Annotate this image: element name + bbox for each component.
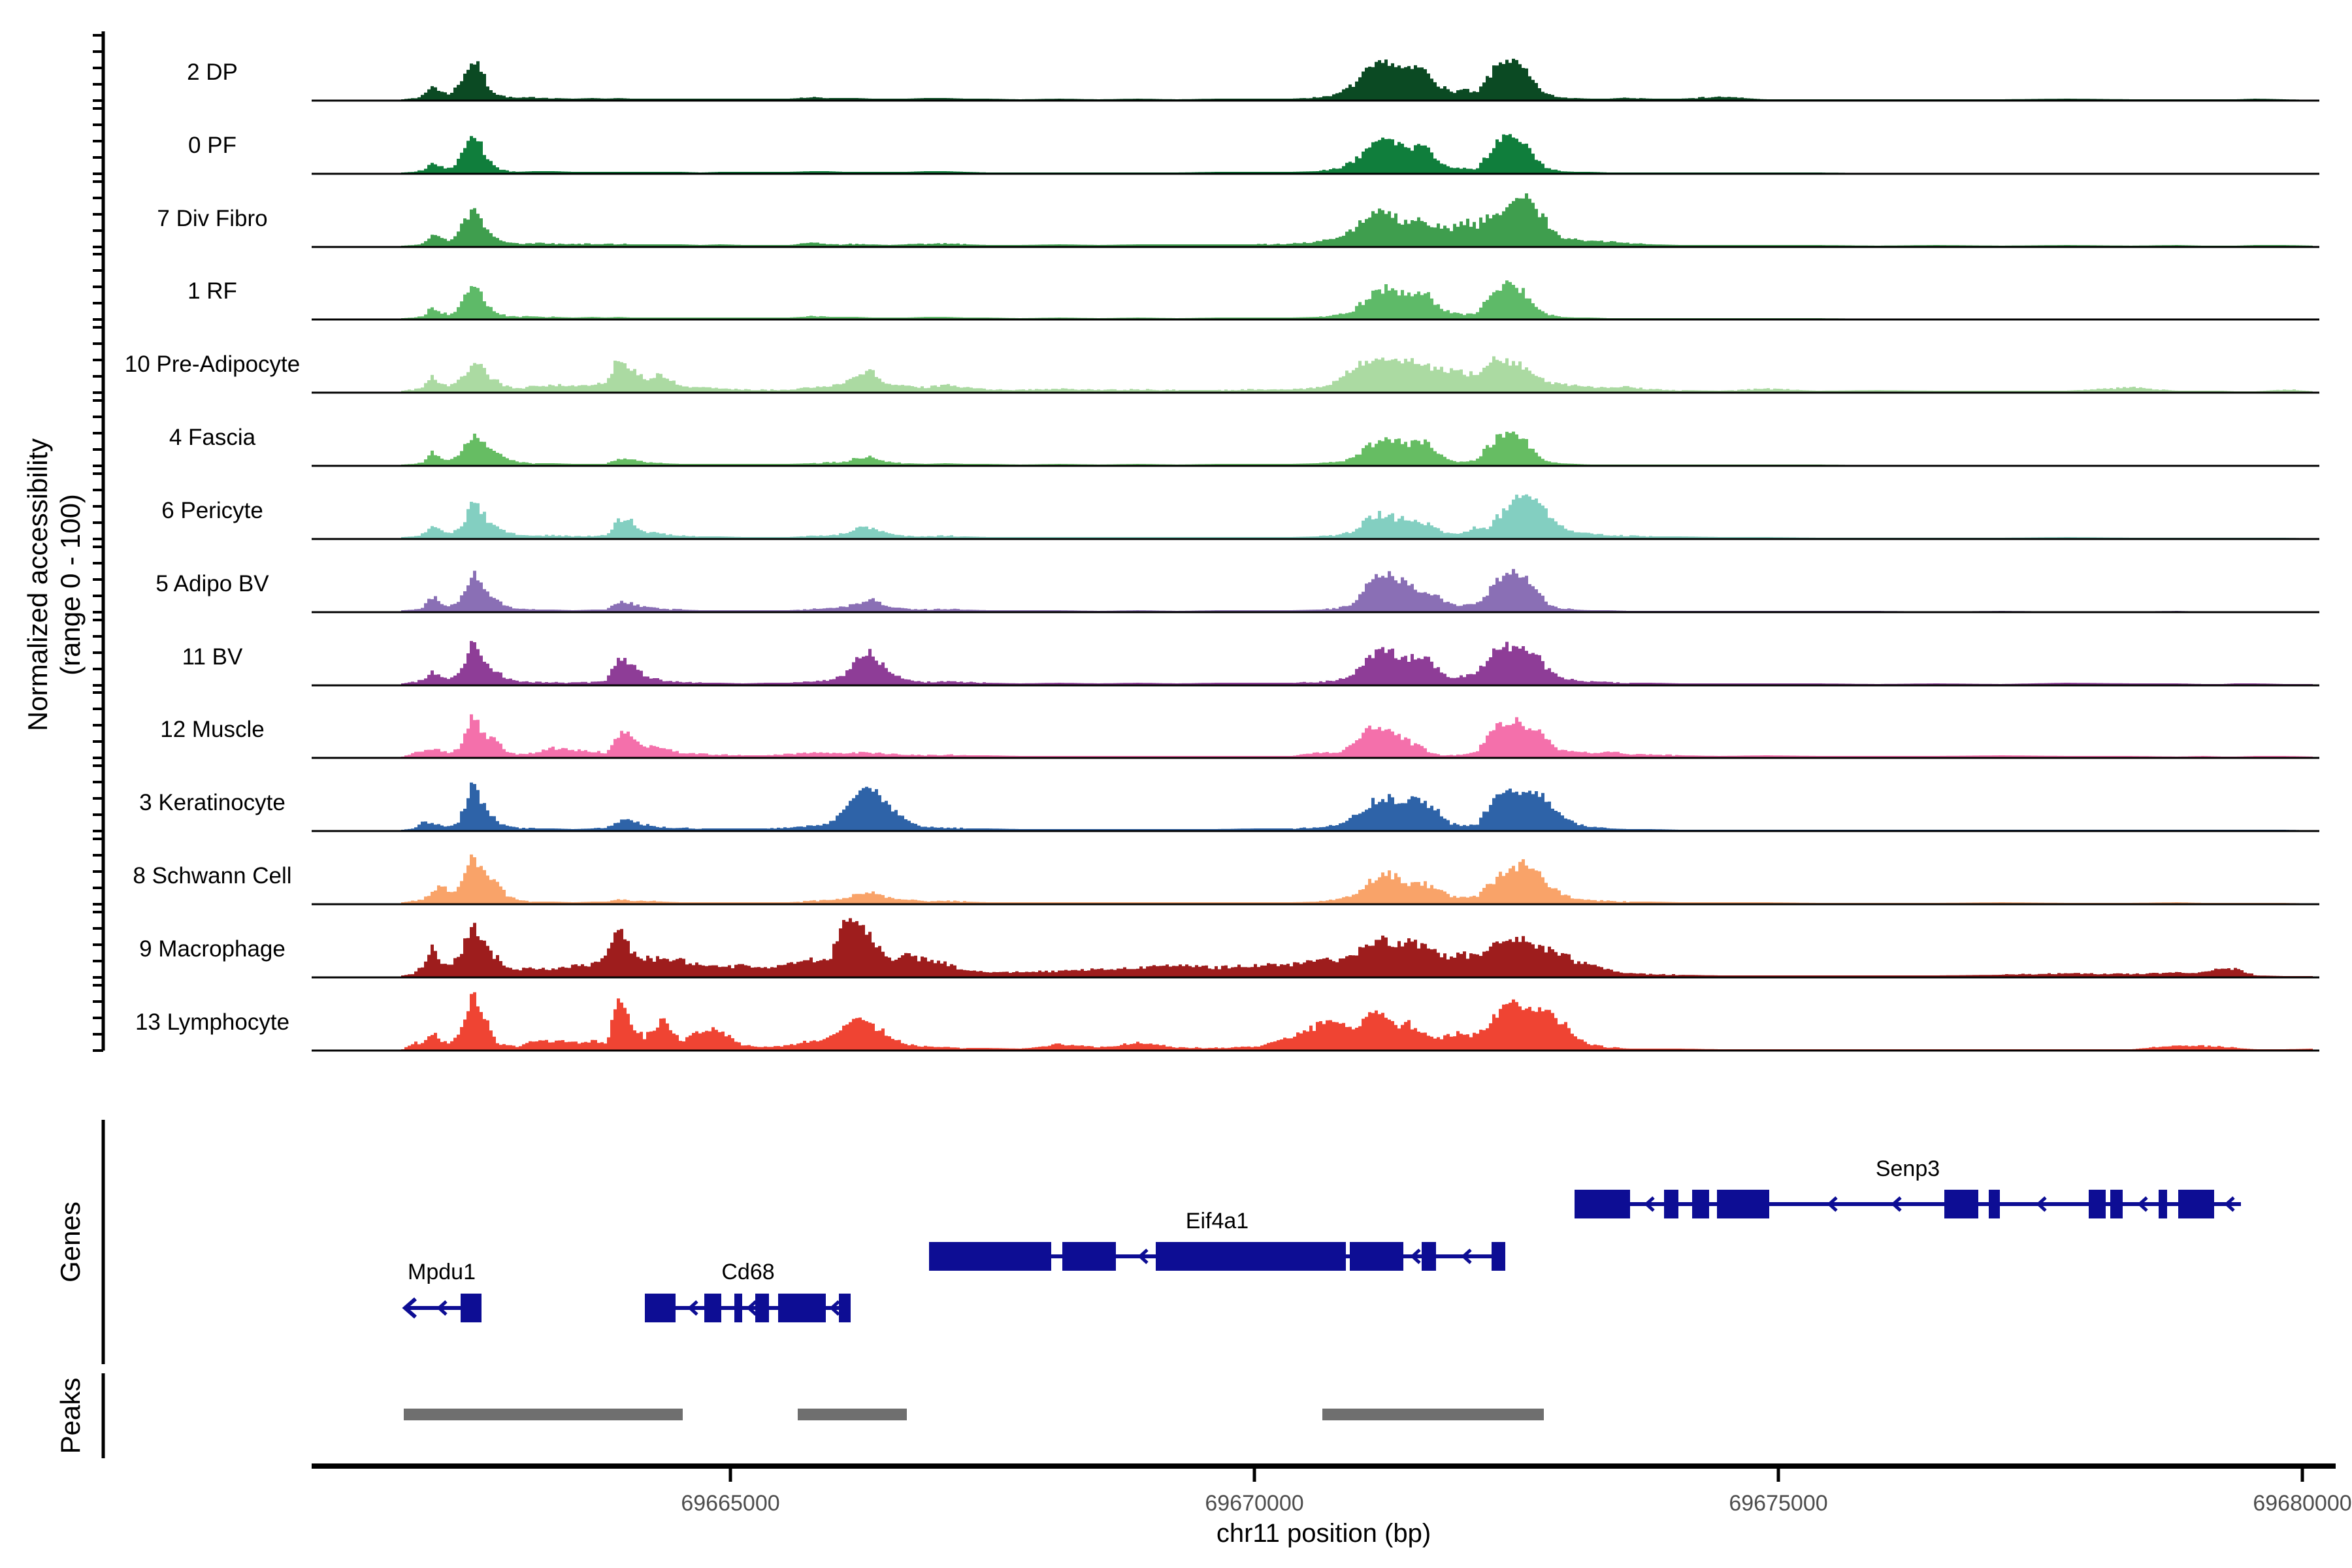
track-label: 1 RF	[188, 278, 237, 304]
gene-exon	[1492, 1242, 1505, 1271]
coverage-track-signal	[401, 641, 2313, 685]
gene-strand-chevron-icon	[2036, 1196, 2047, 1212]
gene-strand-chevron-icon	[1827, 1196, 1838, 1212]
coverage-track-signal	[401, 134, 2313, 174]
coverage-track-signal	[401, 918, 2313, 977]
coverage-track-signal	[401, 58, 2313, 101]
gene-strand-chevron-icon	[746, 1300, 757, 1316]
gene-strand-chevron-icon	[687, 1300, 698, 1316]
coverage-track-signal	[401, 782, 2313, 831]
gene-exon	[704, 1294, 721, 1322]
gene-exon	[1944, 1190, 1978, 1218]
gene-strand-chevron-icon	[2224, 1196, 2235, 1212]
coverage-track-signal	[401, 568, 2313, 612]
gene-exon	[839, 1294, 851, 1322]
gene-exon	[734, 1294, 742, 1322]
peaks-section-label: Peaks	[55, 1378, 86, 1454]
peak-bar	[798, 1409, 907, 1420]
gene-name-label: Mpdu1	[408, 1260, 476, 1284]
gene-strand-chevron-icon	[1644, 1196, 1655, 1212]
track-label: 7 Div Fibro	[157, 206, 267, 231]
gene-exon	[1575, 1190, 1630, 1218]
x-axis-tick-label: 69680000	[2253, 1491, 2351, 1516]
coverage-track-signal	[401, 494, 2313, 539]
peak-bar	[404, 1409, 683, 1420]
gene-exon	[1692, 1190, 1709, 1218]
track-label: 4 Fascia	[169, 425, 256, 450]
gene-name-label: Eif4a1	[1186, 1209, 1249, 1233]
gene-strand-chevron-icon	[829, 1300, 840, 1316]
gene-strand-chevron-icon	[1137, 1249, 1149, 1264]
gene-exon	[929, 1242, 1051, 1271]
gene-exon	[2178, 1190, 2214, 1218]
track-label: 8 Schwann Cell	[133, 863, 291, 889]
track-label: 13 Lymphocyte	[135, 1009, 289, 1035]
coverage-track-signal	[401, 854, 2313, 904]
coverage-track-signal	[401, 992, 2313, 1051]
gene-exon	[1156, 1242, 1346, 1271]
gene-exon	[1062, 1242, 1116, 1271]
x-axis-title: chr11 position (bp)	[1217, 1519, 1431, 1548]
x-axis-tick-label: 69675000	[1729, 1491, 1827, 1516]
coverage-track-signal	[401, 356, 2313, 393]
generated-plot-content: 2 DP 0 PF 7 Div Fibro 1 RF 10 Pre-Adipocyte 4…	[93, 31, 2352, 1516]
gene-exon	[2110, 1190, 2123, 1218]
gene-exon	[1422, 1242, 1436, 1271]
gene-strand-chevron-icon	[436, 1300, 448, 1316]
track-label: 6 Pericyte	[161, 498, 263, 523]
peak-bar	[1322, 1409, 1544, 1420]
x-axis-tick-label: 69665000	[681, 1491, 779, 1516]
y-axis-title-line1: Normalized accessibility	[22, 438, 53, 731]
gene-exon	[778, 1294, 826, 1322]
coverage-track-signal	[401, 280, 2313, 319]
y-axis-title-line2: (range 0 - 100)	[55, 494, 86, 676]
gene-exon	[2089, 1190, 2106, 1218]
genes-section-label: Genes	[55, 1201, 86, 1282]
gene-exon	[1717, 1190, 1769, 1218]
track-label: 11 BV	[182, 644, 243, 670]
gene-exon	[755, 1294, 769, 1322]
coverage-track-signal	[401, 193, 2313, 247]
gene-name-label: Senp3	[1876, 1156, 1940, 1181]
gene-exon	[2159, 1190, 2167, 1218]
gene-name-label: Cd68	[721, 1260, 774, 1284]
gene-exon	[645, 1294, 676, 1322]
track-label: 12 Muscle	[160, 717, 265, 742]
track-label: 0 PF	[188, 133, 237, 158]
coverage-track-signal	[401, 431, 2313, 466]
track-label: 9 Macrophage	[139, 936, 286, 962]
gene-exon	[1989, 1190, 2000, 1218]
gene-strand-chevron-icon	[1410, 1249, 1421, 1264]
track-label: 10 Pre-Adipocyte	[125, 351, 300, 377]
gene-exon	[1350, 1242, 1403, 1271]
track-label: 5 Adipo BV	[155, 571, 269, 596]
gene-direction-arrowhead-icon	[402, 1297, 417, 1319]
gene-exon	[461, 1294, 482, 1322]
gene-strand-chevron-icon	[2137, 1196, 2148, 1212]
track-label: 3 Keratinocyte	[139, 790, 286, 815]
gene-strand-chevron-icon	[1891, 1196, 1902, 1212]
gene-strand-chevron-icon	[1461, 1249, 1472, 1264]
track-label: 2 DP	[187, 59, 238, 85]
coverage-track-signal	[401, 714, 2313, 758]
gene-exon	[1664, 1190, 1678, 1218]
x-axis-tick-label: 69670000	[1205, 1491, 1303, 1516]
